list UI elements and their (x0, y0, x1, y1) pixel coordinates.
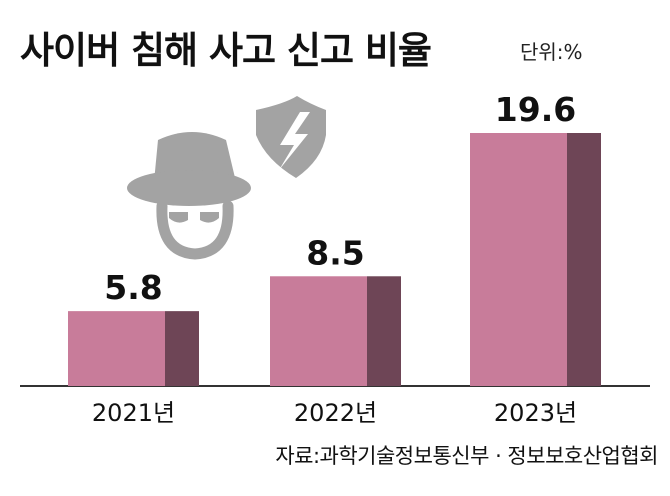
shield-lightning-icon (256, 96, 326, 178)
bar-side-2 (567, 133, 601, 386)
data-label-1: 8.5 (306, 233, 364, 272)
data-label-0: 5.8 (104, 268, 162, 307)
bars-group (68, 133, 601, 386)
chart-title: 사이버 침해 사고 신고 비율 (20, 29, 432, 72)
source-note: 자료:과학기술정보통신부 · 정보보호산업협회 (275, 444, 658, 468)
x-tick-label-0: 2021년 (92, 399, 175, 427)
x-tick-label-1: 2022년 (294, 399, 377, 427)
hacker-icon (127, 132, 251, 260)
labels-group: 5.8 2021년 8.5 2022년 19.6 2023년 (92, 90, 577, 427)
x-tick-label-2: 2023년 (494, 399, 577, 427)
bar-side-1 (367, 276, 401, 386)
data-label-2: 19.6 (495, 90, 576, 129)
unit-label: 단위:% (520, 40, 583, 64)
bar-2 (470, 133, 567, 386)
bar-0 (68, 311, 165, 386)
bar-side-0 (165, 311, 199, 386)
bar-1 (270, 276, 367, 386)
